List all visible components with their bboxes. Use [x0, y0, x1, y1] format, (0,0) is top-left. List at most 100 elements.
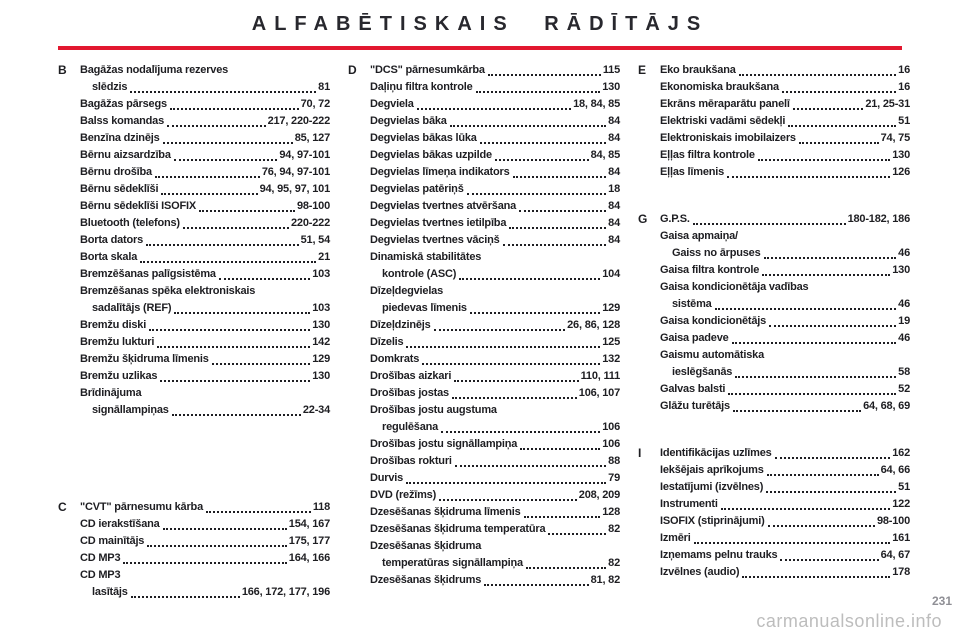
index-entry: Bagāžas pārsegs 70, 72	[80, 96, 330, 113]
entry-label: Bērnu sēdeklīši	[80, 183, 159, 195]
section-letter: I	[638, 446, 642, 460]
entry-label-line2: Gaiss no ārpuses	[672, 247, 761, 259]
entry-label: CD MP3	[80, 569, 121, 581]
entry-pages: 46	[898, 247, 910, 259]
index-entry: Bremzēšanas spēka elektroniskais	[80, 283, 330, 300]
entry-pages: 180-182, 186	[847, 213, 911, 225]
index-entry-continuation: temperatūras signāllampiņa 82	[370, 555, 620, 572]
entry-pages: 76, 94, 97-101	[261, 166, 330, 178]
entry-label: Elektriski vadāmi sēdekļi	[660, 115, 786, 127]
index-columns: B Bagāžas nodalījuma rezerves slēdzis 81 Bag…	[0, 50, 960, 601]
dot-leader	[767, 525, 875, 527]
index-entry: "DCS" pārnesumkārba 115	[370, 62, 620, 79]
entry-label: Identifikācijas uzlīmes	[660, 447, 772, 459]
index-entry: Bremžu diski 130	[80, 317, 330, 334]
dot-leader	[167, 125, 266, 127]
index-entry: Drošības jostu augstuma	[370, 402, 620, 419]
dot-leader	[766, 491, 897, 493]
index-entry: CD MP3 164, 166	[80, 550, 330, 567]
entry-label: Dīzeļdegvielas	[370, 285, 444, 297]
entry-label: Drošības rokturi	[370, 455, 452, 467]
entry-label: Dīzelis	[370, 336, 404, 348]
dot-leader	[479, 142, 607, 144]
entry-label: Degvielas tvertnes atvēršana	[370, 200, 517, 212]
dot-leader	[206, 511, 311, 513]
entry-label: "CVT" pārnesumu kārba	[80, 501, 203, 513]
dot-leader	[769, 325, 897, 327]
index-entry: Eļļas filtra kontrole 130	[660, 147, 910, 164]
index-entry: Ekonomiska braukšana 16	[660, 79, 910, 96]
entry-label: Ekonomiska braukšana	[660, 81, 779, 93]
entry-pages: 64, 66	[880, 464, 911, 476]
dot-leader	[487, 74, 601, 76]
dot-leader	[757, 159, 891, 161]
index-entry: Bremžu uzlikas 130	[80, 368, 330, 385]
index-entry-continuation: lasītājs 166, 172, 177, 196	[80, 584, 330, 601]
index-entry: Dīzeļdzinējs 26, 86, 128	[370, 317, 620, 334]
entry-label: Bagāžas nodalījuma rezerves	[80, 64, 229, 76]
index-section-c: C "CVT" pārnesumu kārba 118 CD ierakstīšana…	[58, 499, 330, 601]
index-entry: Bērnu sēdeklīši ISOFIX 98-100	[80, 198, 330, 215]
entry-pages: 46	[898, 332, 910, 344]
dot-leader	[454, 380, 579, 382]
dot-leader	[512, 176, 607, 178]
entry-pages: 164, 166	[288, 552, 330, 564]
index-entry: "CVT" pārnesumu kārba 118	[80, 499, 330, 516]
section-letter: G	[638, 212, 648, 226]
dot-leader	[422, 363, 601, 365]
dot-leader	[494, 159, 589, 161]
index-section-b: B Bagāžas nodalījuma rezerves slēdzis 81 Bag…	[58, 62, 330, 419]
entry-label: Eko braukšana	[660, 64, 736, 76]
index-entry-continuation: regulēšana 106	[370, 419, 620, 436]
dot-leader	[147, 545, 287, 547]
dot-leader	[692, 223, 846, 225]
entry-label-line2: sistēma	[672, 298, 712, 310]
index-entry: Izmēri 161	[660, 530, 910, 547]
entry-pages: 154, 167	[288, 518, 330, 530]
index-entry-continuation: sistēma 46	[660, 296, 910, 313]
entry-label: Eļļas filtra kontrole	[660, 149, 755, 161]
dot-leader	[519, 210, 607, 212]
entry-pages: 129	[312, 353, 330, 365]
index-section-e: E Eko braukšana 16 Ekonomiska braukšana 16 Ek…	[638, 62, 910, 181]
entry-label: Galvas balsti	[660, 383, 726, 395]
entry-pages: 103	[312, 268, 330, 280]
index-entry: Glāžu turētājs 64, 68, 69	[660, 398, 910, 415]
entry-label-line2: slēdzis	[92, 81, 128, 93]
section-letter: C	[58, 500, 67, 514]
entry-label: Degvielas bākas uzpilde	[370, 149, 492, 161]
entry-label: Bluetooth (telefons)	[80, 217, 180, 229]
index-entry-continuation: Gaiss no ārpuses 46	[660, 245, 910, 262]
entry-pages: 74, 75	[880, 132, 911, 144]
dot-leader	[766, 474, 879, 476]
index-entry: Elektriski vadāmi sēdekļi 51	[660, 113, 910, 130]
entry-pages: 125	[602, 336, 620, 348]
entry-pages: 84	[608, 234, 620, 246]
entry-pages: 84	[608, 132, 620, 144]
index-entry: Bremžu šķidruma līmenis 129	[80, 351, 330, 368]
entry-label: Domkrats	[370, 353, 420, 365]
dot-leader	[182, 227, 290, 229]
entry-label: Benzīna dzinējs	[80, 132, 160, 144]
entry-pages: 85, 127	[294, 132, 331, 144]
entry-label: Degvielas tvertnes ietilpība	[370, 217, 507, 229]
entry-pages: 128	[602, 506, 620, 518]
entry-label-line2: ieslēgšanās	[672, 366, 733, 378]
entry-pages: 84	[608, 166, 620, 178]
index-entry: Gaismu automātiska	[660, 347, 910, 364]
index-entry: Instrumenti 122	[660, 496, 910, 513]
dot-leader	[523, 516, 601, 518]
entry-label-line2: kontrole (ASC)	[382, 268, 457, 280]
entry-pages: 110, 111	[580, 370, 621, 382]
index-entry: Gaisa kondicionētājs 19	[660, 313, 910, 330]
entry-label: Degvielas bāka	[370, 115, 447, 127]
entry-pages: 132	[602, 353, 620, 365]
dot-leader	[154, 176, 260, 178]
entry-label: Gaisa kondicionētāja vadības	[660, 281, 809, 293]
index-entry-continuation: slēdzis 81	[80, 79, 330, 96]
index-entry: Degvielas patēriņš 18	[370, 181, 620, 198]
entry-pages: 21, 25-31	[865, 98, 910, 110]
watermark-text: carmanualsonline.info	[756, 611, 942, 631]
index-entry-continuation: kontrole (ASC) 104	[370, 266, 620, 283]
entry-pages: 175, 177	[288, 535, 330, 547]
